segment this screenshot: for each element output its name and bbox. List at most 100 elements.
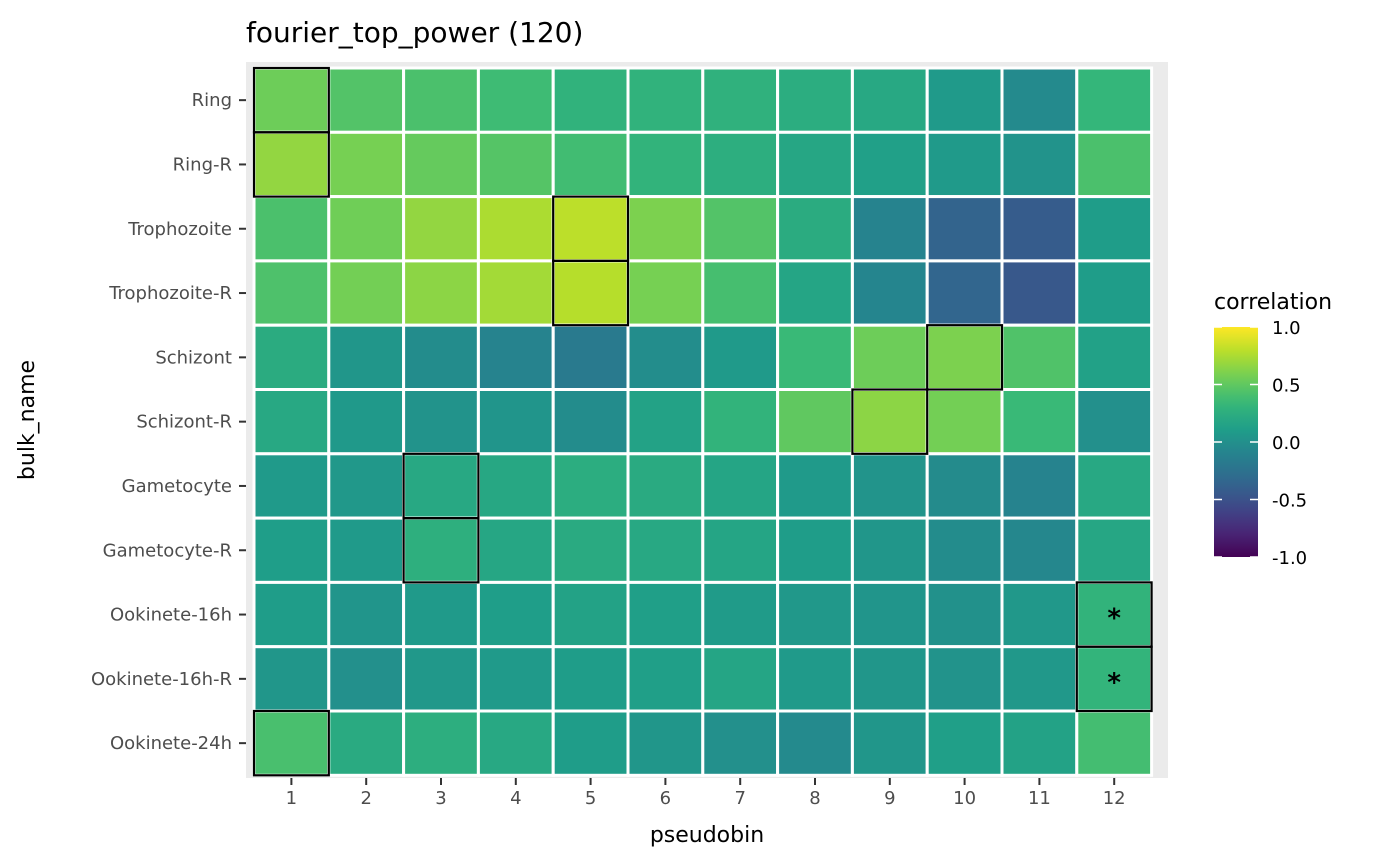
heatmap-cell <box>252 645 331 713</box>
highlight-box <box>1075 645 1153 713</box>
heatmap-cell <box>402 452 480 520</box>
heatmap-cell <box>551 516 630 584</box>
highlight-box <box>252 709 330 777</box>
heatmap-cell <box>626 130 705 199</box>
heatmap-cell <box>1075 580 1154 649</box>
heatmap-cell <box>850 323 929 392</box>
heatmap-cell <box>1000 388 1079 456</box>
heatmap-cell <box>925 645 1004 713</box>
heatmap-cell <box>327 259 406 327</box>
heatmap-cell <box>1075 709 1154 777</box>
heatmap-cell <box>402 388 480 456</box>
heatmap-cell <box>402 323 480 392</box>
x-axis-title: pseudobin <box>650 823 764 848</box>
y-tick-label: Schizont <box>155 347 232 368</box>
y-tick-label: Ring <box>192 90 232 111</box>
heatmap-cell <box>850 195 929 263</box>
heatmap-cell <box>476 259 555 327</box>
heatmap-cell <box>701 709 780 777</box>
heatmap-cell <box>252 195 331 263</box>
heatmap-cell <box>626 580 705 649</box>
legend-tick-label: 0.0 <box>1272 433 1301 454</box>
heatmap-cell <box>402 66 480 134</box>
heatmap-cell <box>551 130 630 199</box>
heatmap-cell <box>701 388 780 456</box>
y-tick-label: Schizont-R <box>136 412 232 433</box>
heatmap-cells <box>252 66 1154 777</box>
highlight-box <box>402 516 480 584</box>
heatmap-cell <box>626 66 705 134</box>
heatmap-cell <box>252 452 331 520</box>
heatmap-cell <box>1000 130 1079 199</box>
y-tick-label: Ookinete-16h <box>110 605 232 626</box>
heatmap-cell <box>925 66 1004 134</box>
heatmap-cell <box>850 66 929 134</box>
heatmap-cell <box>252 130 331 199</box>
heatmap-cell <box>776 323 854 392</box>
heatmap-cell <box>626 195 705 263</box>
heatmap-cell <box>701 645 780 713</box>
heatmap-cell <box>776 259 854 327</box>
heatmap-cell <box>402 195 480 263</box>
x-tick-label: 10 <box>953 788 976 809</box>
heatmap-cell <box>626 259 705 327</box>
heatmap-cell <box>1000 259 1079 327</box>
heatmap-cell <box>626 323 705 392</box>
heatmap-cell <box>1075 130 1154 199</box>
heatmap-cell <box>551 195 630 263</box>
heatmap-cell <box>327 195 406 263</box>
heatmap-cell <box>850 259 929 327</box>
heatmap-cell <box>476 388 555 456</box>
heatmap-cell <box>327 709 406 777</box>
heatmap-cell <box>252 323 331 392</box>
heatmap-cell <box>327 516 406 584</box>
legend-tick-label: 0.5 <box>1272 376 1301 397</box>
heatmap-cell <box>1000 452 1079 520</box>
heatmap-cell <box>701 516 780 584</box>
heatmap-cell <box>1000 195 1079 263</box>
x-tick-label: 9 <box>884 788 895 809</box>
heatmap-cell <box>476 709 555 777</box>
heatmap-cell <box>252 580 331 649</box>
heatmap-cell <box>476 323 555 392</box>
heatmap-cell <box>476 66 555 134</box>
heatmap-cell <box>776 580 854 649</box>
heatmap-cell <box>551 388 630 456</box>
heatmap-cell <box>776 516 854 584</box>
heatmap-cell <box>551 709 630 777</box>
heatmap-cell <box>850 645 929 713</box>
heatmap-cell <box>701 130 780 199</box>
heatmap-cell <box>1000 709 1079 777</box>
heatmap-cell <box>1075 195 1154 263</box>
heatmap-cell <box>776 709 854 777</box>
x-tick-label: 5 <box>585 788 596 809</box>
heatmap-cell <box>1075 259 1154 327</box>
y-tick-label: Ring-R <box>173 154 232 175</box>
heatmap-cell <box>626 516 705 584</box>
highlight-box <box>252 131 330 198</box>
heatmap-cell <box>776 388 854 456</box>
legend-title: correlation <box>1214 290 1332 315</box>
heatmap-cell <box>551 452 630 520</box>
heatmap-cell <box>1000 645 1079 713</box>
heatmap-cell <box>701 580 780 649</box>
heatmap-cell <box>327 645 406 713</box>
x-tick-label: 8 <box>809 788 820 809</box>
heatmap-cell <box>327 580 406 649</box>
heatmap-cell <box>551 580 630 649</box>
y-axis: Ring Ring-R Trophozoite Trophozoite-R Schizo… <box>91 90 246 754</box>
heatmap-cell <box>476 195 555 263</box>
heatmap-cell <box>701 66 780 134</box>
heatmap-cell <box>776 645 854 713</box>
significance-marker: * <box>1107 604 1121 634</box>
heatmap-cell <box>327 452 406 520</box>
highlight-box <box>552 259 630 327</box>
heatmap-cell <box>252 388 331 456</box>
heatmap-cell <box>402 580 480 649</box>
heatmap-cell <box>327 388 406 456</box>
y-tick-label: Ookinete-16h-R <box>91 669 232 690</box>
heatmap-cell <box>925 259 1004 327</box>
highlight-box <box>851 388 929 455</box>
heatmap-cell <box>626 388 705 456</box>
heatmap-cell <box>850 452 929 520</box>
